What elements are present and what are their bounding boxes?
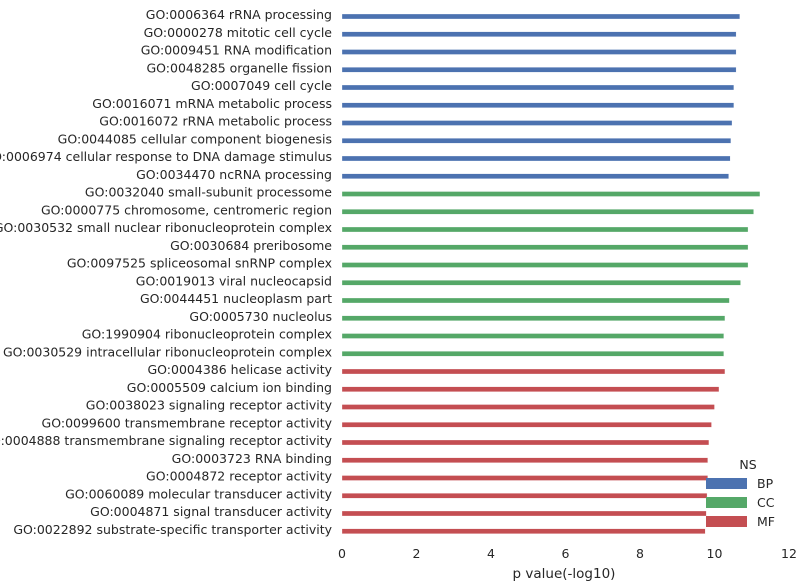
category-label: GO:0032040 small-subunit processome: [85, 185, 332, 200]
category-label: GO:0004888 transmembrane signaling recep…: [0, 433, 333, 448]
bar-mf: [341, 386, 720, 392]
bar-mf: [341, 404, 715, 410]
bars-layer: [341, 13, 761, 534]
category-label: GO:0030529 intracellular ribonucleoprote…: [3, 344, 332, 359]
legend-swatch-cc: [706, 497, 747, 508]
category-label: GO:0004872 receptor activity: [146, 469, 333, 484]
legend-label: BP: [757, 476, 774, 491]
bar-cc: [341, 244, 749, 250]
category-label: GO:0034470 ncRNA processing: [136, 167, 332, 182]
category-label: GO:1990904 ribonucleoprotein complex: [82, 327, 332, 342]
bar-bp: [341, 102, 735, 108]
category-labels: GO:0006364 rRNA processing GO:0000278 mit…: [0, 7, 333, 537]
category-label: GO:0060089 molecular transducer activity: [65, 486, 333, 501]
x-axis: 0 2 4 6 8 10 12: [338, 546, 797, 561]
bar-bp: [341, 13, 740, 20]
legend-entries: BP CC MF: [706, 476, 775, 529]
bar-mf: [341, 493, 708, 499]
bar-cc: [341, 333, 724, 339]
x-tick-label: 4: [487, 546, 495, 561]
category-label: GO:0005730 nucleolus: [189, 309, 332, 324]
category-label: GO:0099600 transmembrane receptor activi…: [42, 415, 333, 430]
legend-swatch-mf: [706, 516, 747, 527]
category-label: GO:0016072 rRNA metabolic process: [99, 114, 332, 129]
bar-mf: [341, 457, 708, 463]
legend-label: CC: [757, 495, 775, 510]
x-tick-label: 10: [707, 546, 723, 561]
bar-cc: [341, 209, 754, 215]
category-label: GO:0019013 viral nucleocapsid: [136, 273, 332, 288]
x-tick-label: 0: [338, 546, 346, 561]
legend-title: NS: [739, 457, 756, 472]
category-label: GO:0044085 cellular component biogenesis: [58, 131, 332, 146]
x-axis-title: p value(-log10): [513, 566, 616, 582]
bar-cc: [341, 191, 761, 197]
bar-cc: [341, 315, 726, 321]
category-label: GO:0004386 helicase activity: [147, 362, 332, 377]
bar-bp: [341, 31, 737, 37]
legend: NS BP CC MF: [706, 457, 775, 529]
category-label: GO:0000278 mitotic cell cycle: [144, 25, 333, 40]
category-label: GO:0009451 RNA modification: [141, 43, 332, 58]
bar-mf: [341, 510, 707, 517]
x-tick-label: 2: [413, 546, 421, 561]
bar-bp: [341, 173, 729, 179]
category-label: GO:0097525 spliceosomal snRNP complex: [67, 256, 332, 271]
category-label: GO:0007049 cell cycle: [191, 78, 332, 93]
bar-mf: [341, 422, 712, 428]
bar-cc: [341, 351, 724, 357]
category-label: GO:0006974 cellular response to DNA dama…: [0, 149, 332, 164]
category-label: GO:0038023 signaling receptor activity: [86, 398, 333, 413]
bar-cc: [341, 297, 730, 304]
x-tick-label: 12: [781, 546, 797, 561]
category-label: GO:0005509 calcium ion binding: [127, 380, 332, 395]
bar-bp: [341, 155, 731, 162]
x-tick-label: 6: [562, 546, 570, 561]
category-label: GO:0000775 chromosome, centromeric regio…: [41, 202, 332, 217]
category-label: GO:0044451 nucleoplasm part: [140, 291, 332, 306]
bar-bp: [341, 120, 733, 126]
bar-bp: [341, 49, 737, 55]
category-label: GO:0004871 signal transducer activity: [90, 504, 332, 519]
bar-cc: [341, 226, 749, 233]
category-label: GO:0016071 mRNA metabolic process: [92, 96, 332, 111]
category-label: GO:0030684 preribosome: [170, 238, 332, 253]
category-label: GO:0003723 RNA binding: [172, 451, 332, 466]
bar-bp: [341, 84, 735, 91]
x-tick-label: 8: [636, 546, 644, 561]
category-label: GO:0048285 organelle fission: [147, 60, 333, 75]
bar-cc: [341, 262, 749, 268]
category-label: GO:0006364 rRNA processing: [146, 7, 332, 22]
legend-label: MF: [757, 514, 775, 529]
bar-mf: [341, 475, 708, 481]
category-label: GO:0022892 substrate-specific transporte…: [13, 522, 332, 537]
bar-bp: [341, 138, 732, 144]
bar-bp: [341, 67, 737, 73]
bar-cc: [341, 280, 741, 286]
legend-swatch-bp: [706, 478, 747, 489]
category-label: GO:0030532 small nuclear ribonucleoprote…: [0, 220, 332, 235]
bar-mf: [341, 439, 710, 446]
bar-mf: [341, 528, 706, 534]
bar-mf: [341, 368, 726, 375]
